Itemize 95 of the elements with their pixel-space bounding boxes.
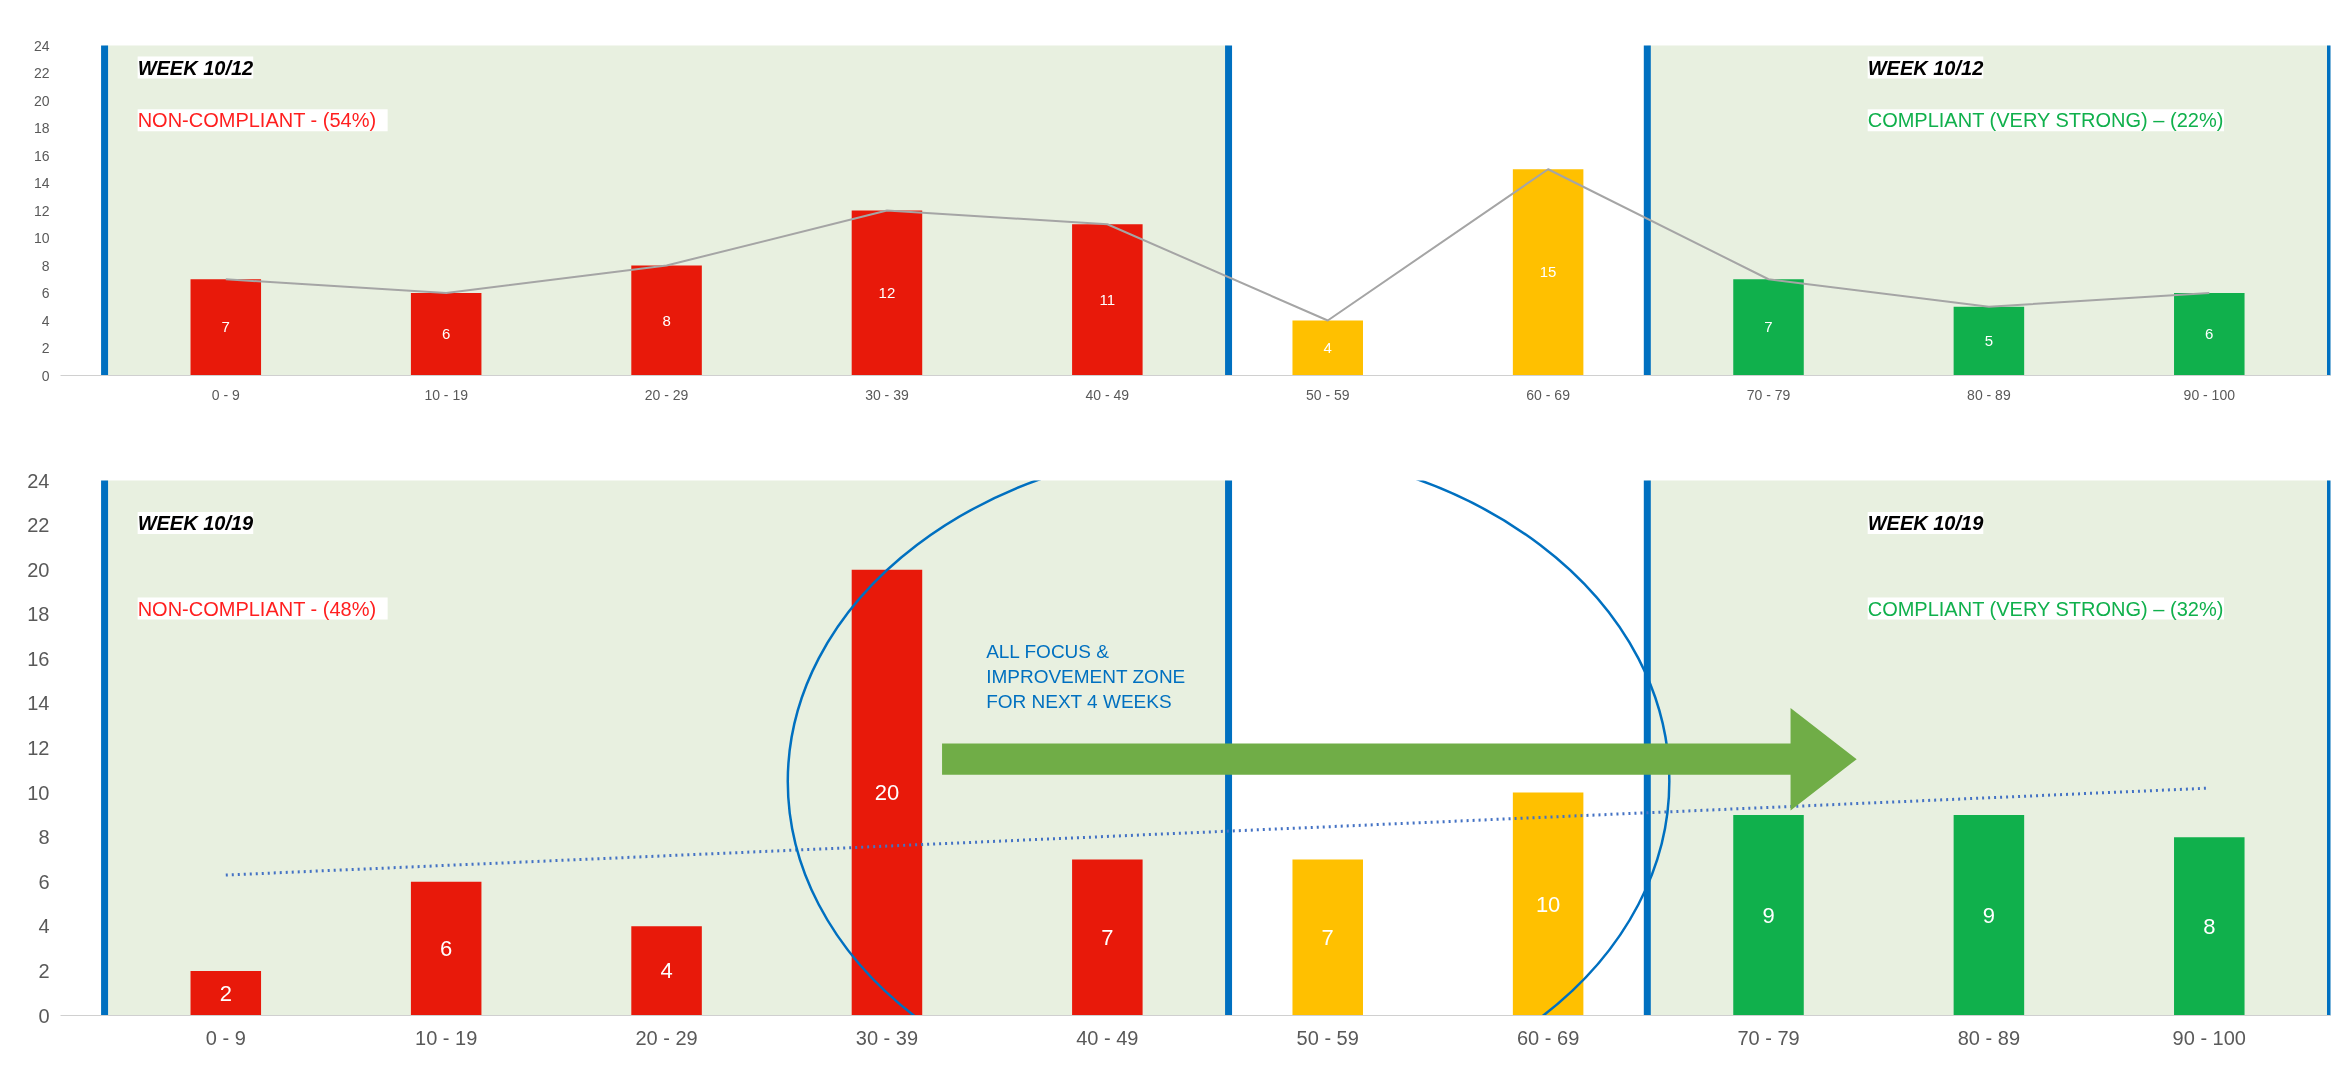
y-tick-label: 12 <box>27 737 50 759</box>
annotation: WEEK 10/19 <box>1867 512 1985 534</box>
x-tick-label: 0 - 9 <box>205 1026 246 1049</box>
x-tick-label: 80 - 89 <box>1967 386 2011 403</box>
y-tick-label: 6 <box>41 285 50 301</box>
data-label: 7 <box>1101 924 1114 950</box>
y-tick-label: 4 <box>41 312 50 329</box>
data-label: 20 <box>874 780 900 806</box>
y-tick-label: 0 <box>38 1004 50 1027</box>
y-tick-label: 24 <box>27 469 50 492</box>
data-label: 4 <box>660 958 673 984</box>
data-label: 15 <box>1539 263 1557 281</box>
data-label: 9 <box>1762 902 1775 928</box>
x-tick-label: 80 - 89 <box>1957 1026 2021 1049</box>
data-label: 12 <box>878 284 896 301</box>
x-tick-label: 70 - 79 <box>1737 1026 1800 1049</box>
bar <box>1292 320 1363 376</box>
data-label: 7 <box>221 318 230 336</box>
bar <box>2174 837 2245 1016</box>
y-tick-label: 22 <box>33 65 50 81</box>
y-tick-label: 16 <box>33 147 50 164</box>
data-label: 6 <box>2205 325 2214 343</box>
x-tick-label: 70 - 79 <box>1746 386 1791 403</box>
bar <box>631 265 702 376</box>
y-tick-label: 8 <box>38 826 50 849</box>
x-tick-label: 30 - 39 <box>855 1026 919 1049</box>
data-label: 5 <box>1984 332 1994 350</box>
y-tick-label: 20 <box>33 92 50 109</box>
y-tick-label: 8 <box>41 257 50 274</box>
data-label: 6 <box>440 936 453 962</box>
x-tick-label: 50 - 59 <box>1305 386 1350 403</box>
y-tick-label: 10 <box>33 230 50 246</box>
x-tick-label: 60 - 69 <box>1516 1026 1580 1049</box>
x-tick-label: 90 - 100 <box>2172 1026 2246 1049</box>
y-tick-label: 24 <box>33 37 50 54</box>
bar <box>1733 279 1804 376</box>
y-tick-label: 12 <box>33 202 50 219</box>
x-tick-label: 30 - 39 <box>865 386 909 403</box>
bar <box>1953 814 2025 1016</box>
bar <box>1953 306 2025 376</box>
y-tick-label: 18 <box>27 603 50 626</box>
data-label: 7 <box>1764 318 1773 336</box>
y-tick-label: 14 <box>27 692 50 715</box>
bar <box>1072 859 1143 1016</box>
y-tick-label: 16 <box>27 647 50 670</box>
bar <box>190 279 262 376</box>
y-tick-label: 14 <box>33 175 50 191</box>
bar <box>410 293 482 376</box>
data-label: 4 <box>1323 339 1332 356</box>
annotation: WEEK 10/19 <box>137 512 255 534</box>
y-tick-label: 22 <box>27 514 50 537</box>
annotation: NON-COMPLIANT - (54%) <box>137 109 377 132</box>
bar <box>851 210 923 376</box>
x-tick-label: 40 - 49 <box>1085 386 1130 403</box>
annotation: WEEK 10/12 <box>137 56 254 79</box>
bar <box>190 970 262 1016</box>
data-label: 8 <box>2203 913 2216 939</box>
y-tick-label: 18 <box>33 120 50 136</box>
annotation: COMPLIANT (VERY STRONG) – (22%) <box>1867 109 2224 132</box>
data-label: 2 <box>219 980 232 1006</box>
y-tick-label: 20 <box>27 558 50 581</box>
y-tick-label: 2 <box>38 959 50 982</box>
x-tick-label: 20 - 29 <box>644 386 689 403</box>
y-tick-label: 10 <box>27 781 50 804</box>
bar <box>1512 169 1584 376</box>
bar <box>1512 792 1584 1016</box>
x-tick-label: 50 - 59 <box>1296 1026 1359 1049</box>
y-tick-label: 6 <box>38 870 50 893</box>
y-tick-label: 0 <box>41 367 50 384</box>
x-tick-label: 20 - 29 <box>635 1026 698 1049</box>
x-tick-label: 0 - 9 <box>211 386 241 403</box>
data-label: 6 <box>442 325 451 343</box>
bar <box>1733 814 1804 1016</box>
annotation: ALL FOCUS & IMPROVEMENT ZONE FOR NEXT 4 WEEKS <box>986 641 1186 713</box>
data-label: 9 <box>1982 902 1996 928</box>
bar <box>410 881 482 1016</box>
x-tick-label: 90 - 100 <box>2183 386 2236 403</box>
x-tick-label: 10 - 19 <box>415 1026 478 1049</box>
x-tick-label: 10 - 19 <box>424 386 469 403</box>
x-tick-label: 60 - 69 <box>1526 386 1571 403</box>
bar <box>631 926 702 1016</box>
annotation: COMPLIANT (VERY STRONG) – (32%) <box>1867 597 2224 620</box>
data-label: 10 <box>1535 891 1561 917</box>
bar <box>851 569 923 1016</box>
annotation: WEEK 10/12 <box>1867 56 1984 79</box>
x-tick-label: 40 - 49 <box>1076 1026 1139 1049</box>
y-tick-label: 2 <box>41 340 50 356</box>
data-label: 7 <box>1321 924 1334 950</box>
bar <box>1072 224 1143 376</box>
bar <box>1292 859 1363 1016</box>
bar <box>2174 293 2245 376</box>
annotation: NON-COMPLIANT - (48%) <box>137 597 377 620</box>
data-label: 8 <box>662 311 671 329</box>
data-label: 11 <box>1099 290 1116 308</box>
y-tick-label: 4 <box>38 915 50 938</box>
